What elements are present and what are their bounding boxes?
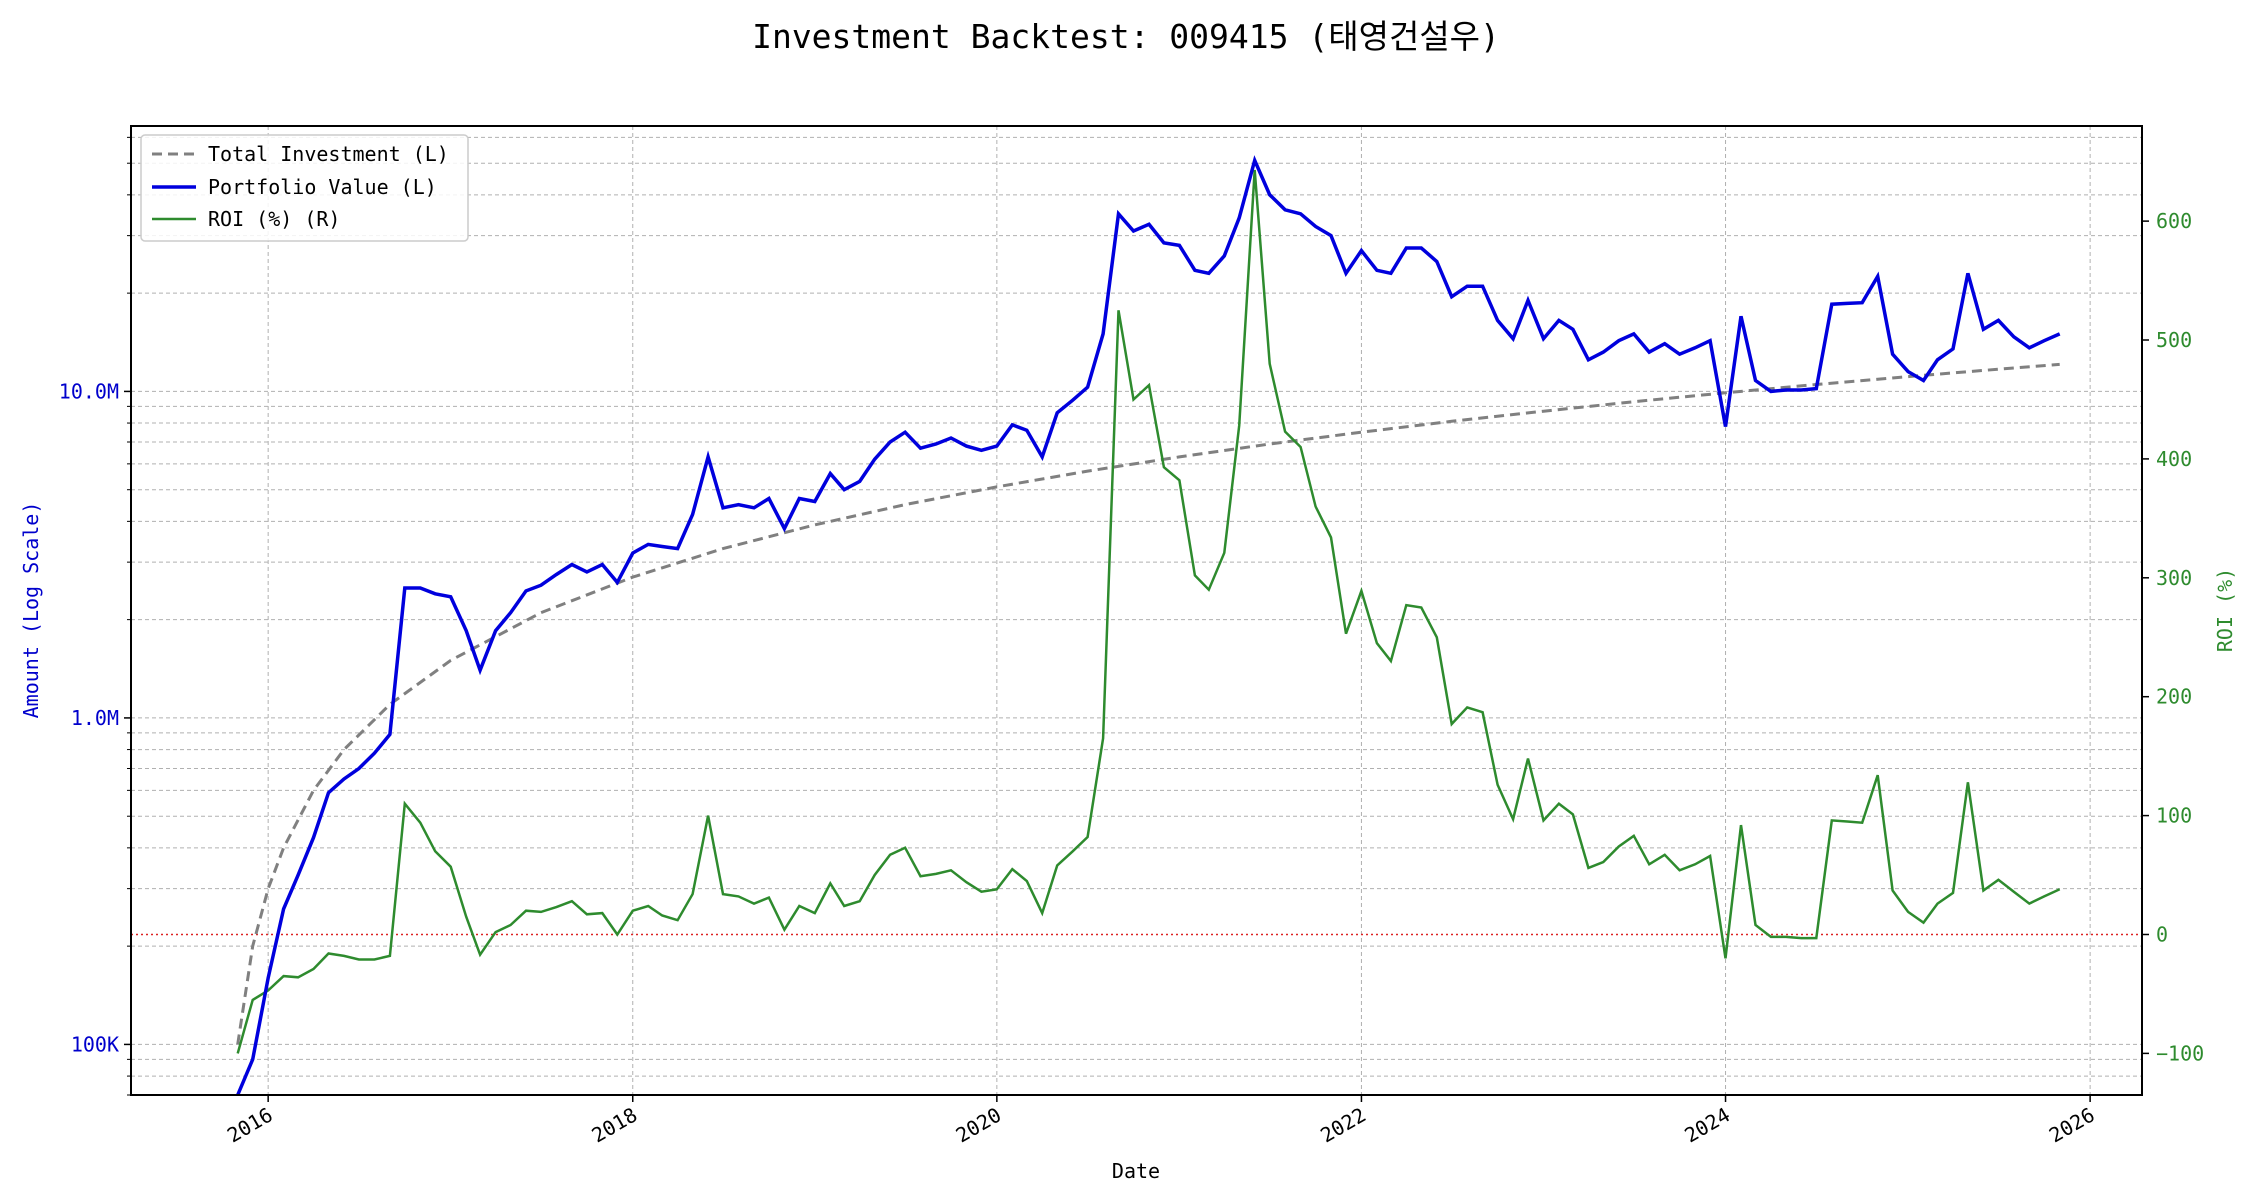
plot-frame: [130, 125, 2143, 1096]
left-y-axis-label: Amount (Log Scale): [19, 502, 43, 719]
x-tick-label: 2018: [588, 1103, 642, 1148]
left-y-axis-ticks: 100K 1.0M 10.0M: [59, 136, 131, 1096]
right-tick-label: 100: [2156, 804, 2192, 828]
legend-box: [140, 134, 469, 242]
right-tick-label: 500: [2156, 328, 2192, 352]
portfolio-value-line: [236, 155, 2061, 1096]
x-axis-ticks: 2016 2018 2020 2022 2024 2026: [223, 1095, 2099, 1147]
chart-title: Investment Backtest: 009415 (태영건설우): [752, 17, 1500, 56]
legend-label-total-investment: Total Investment (L): [208, 142, 449, 166]
legend-label-roi: ROI (%) (R): [208, 207, 340, 231]
x-tick-label: 2020: [952, 1103, 1006, 1148]
left-tick-label: 1.0M: [71, 706, 119, 730]
legend: Total Investment (L) Portfolio Value (L)…: [140, 134, 469, 242]
right-tick-label: 600: [2156, 209, 2192, 233]
x-tick-label: 2026: [2045, 1103, 2099, 1148]
right-y-axis-ticks: −100 0 100 200 300 400 500 600: [2142, 209, 2204, 1065]
grid-lines: [131, 126, 2142, 1096]
right-tick-label: −100: [2156, 1041, 2204, 1065]
legend-label-portfolio-value: Portfolio Value (L): [208, 175, 437, 199]
right-tick-label: 300: [2156, 566, 2192, 590]
x-tick-label: 2016: [223, 1103, 277, 1148]
right-tick-label: 0: [2156, 922, 2168, 946]
x-axis-label: Date: [1112, 1159, 1160, 1183]
roi-line: [236, 169, 2061, 1054]
right-tick-label: 400: [2156, 447, 2192, 471]
x-tick-label: 2022: [1316, 1103, 1370, 1148]
left-tick-label: 10.0M: [59, 379, 119, 403]
right-tick-label: 200: [2156, 685, 2192, 709]
plot-area: [131, 126, 2142, 1095]
left-tick-label: 100K: [71, 1032, 119, 1056]
right-y-axis-label: ROI (%): [2213, 568, 2237, 652]
total-investment-line: [236, 362, 2060, 1045]
x-tick-label: 2024: [1680, 1103, 1734, 1148]
